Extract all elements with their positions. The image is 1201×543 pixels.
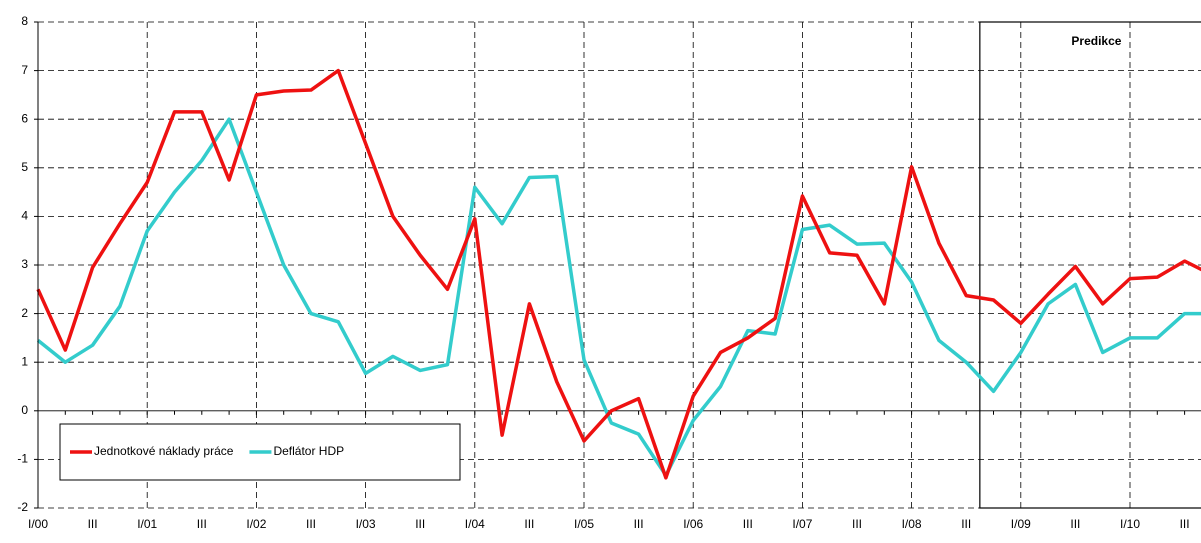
x-tick-label: I/09 — [1011, 517, 1031, 531]
x-tick-label: III — [197, 517, 207, 531]
y-tick-label: 6 — [21, 111, 28, 125]
y-tick-label: 4 — [21, 209, 28, 223]
y-tick-label: 8 — [21, 14, 28, 28]
x-tick-label: I/03 — [356, 517, 376, 531]
y-tick-label: 7 — [21, 63, 28, 77]
y-tick-label: 1 — [21, 354, 28, 368]
y-tick-label: -1 — [17, 452, 28, 466]
annotation: Predikce — [1071, 34, 1121, 48]
y-tick-label: 2 — [21, 306, 28, 320]
x-tick-label: I/08 — [902, 517, 922, 531]
x-tick-label: III — [961, 517, 971, 531]
x-tick-label: I/00 — [28, 517, 48, 531]
x-tick-label: III — [743, 517, 753, 531]
legend-label: Deflátor HDP — [273, 444, 344, 458]
x-tick-label: III — [306, 517, 316, 531]
x-tick-label: III — [634, 517, 644, 531]
prediction-box — [979, 21, 1201, 509]
series-line — [36, 117, 1201, 478]
series-line — [36, 68, 1201, 480]
x-tick-label: I/01 — [137, 517, 157, 531]
x-tick-label: III — [524, 517, 534, 531]
legend-label: Jednotkové náklady práce — [94, 444, 234, 458]
x-tick-label: III — [88, 517, 98, 531]
x-tick-label: I/05 — [574, 517, 594, 531]
x-tick-label: I/07 — [792, 517, 812, 531]
x-tick-label: III — [1180, 517, 1190, 531]
x-tick-label: I/04 — [465, 517, 485, 531]
x-tick-label: III — [1070, 517, 1080, 531]
x-tick-label: I/10 — [1120, 517, 1140, 531]
x-tick-label: I/06 — [683, 517, 703, 531]
y-tick-label: 3 — [21, 257, 28, 271]
x-tick-label: III — [852, 517, 862, 531]
y-tick-label: 0 — [21, 403, 28, 417]
x-tick-label: III — [415, 517, 425, 531]
y-tick-label: 5 — [21, 160, 28, 174]
x-tick-label: I/02 — [246, 517, 266, 531]
y-tick-label: -2 — [17, 500, 28, 514]
